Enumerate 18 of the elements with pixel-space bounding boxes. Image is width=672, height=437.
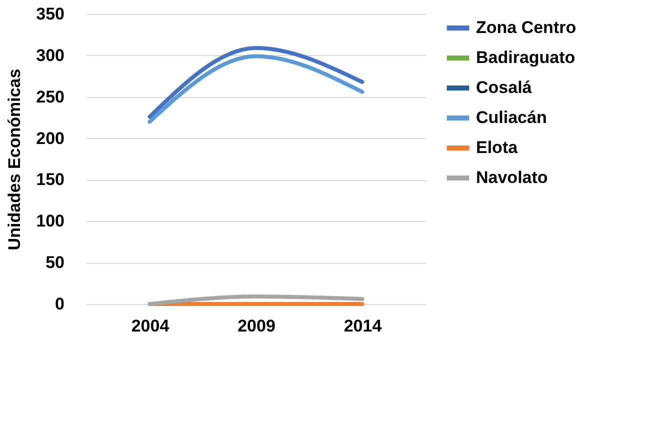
legend-label: Badiraguato: [476, 48, 576, 67]
y-tick-label: 200: [36, 128, 64, 148]
y-tick-label: 250: [36, 87, 64, 106]
y-tick-label: 150: [36, 170, 64, 190]
legend-label: Cosalá: [476, 78, 532, 97]
y-axis-title: Unidades Económicas: [5, 68, 24, 250]
legend-label: Navolato: [476, 168, 548, 187]
legend-label: Culiacán: [476, 108, 547, 127]
legend-label: Elota: [476, 138, 518, 157]
y-tick-label: 0: [55, 294, 64, 314]
y-tick-label: 350: [36, 4, 64, 24]
x-tick-label: 2004: [131, 316, 170, 336]
y-tick-label: 300: [36, 46, 64, 65]
x-tick-label: 2014: [344, 316, 382, 336]
y-tick-label: 50: [46, 253, 64, 272]
y-tick-label: 100: [36, 212, 64, 231]
legend-label: Zona Centro: [476, 18, 576, 37]
x-tick-label: 2009: [238, 316, 276, 336]
